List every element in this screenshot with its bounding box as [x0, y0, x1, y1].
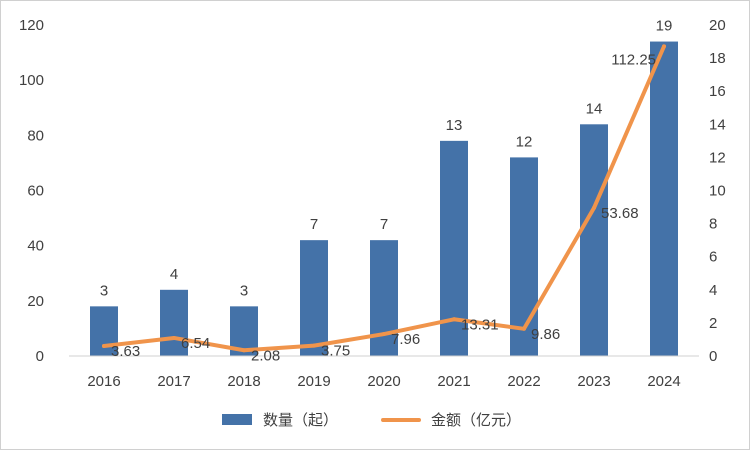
bar: [510, 157, 538, 356]
left-axis-tick-label: 60: [27, 183, 44, 200]
legend-bar-swatch: [222, 414, 252, 425]
left-axis-tick-label: 100: [19, 72, 44, 89]
right-axis-tick-label: 16: [709, 83, 726, 100]
line-data-label: 112.25: [611, 51, 656, 68]
line-data-label: 53.68: [601, 205, 639, 222]
bar-data-label: 4: [170, 266, 178, 283]
right-axis-tick-label: 12: [709, 149, 726, 166]
right-axis-tick-label: 0: [709, 348, 717, 365]
line-data-label: 3.63: [111, 343, 140, 360]
right-axis-tick-label: 14: [709, 116, 726, 133]
bar: [650, 41, 678, 357]
line-series: [102, 44, 666, 353]
left-axis-tick-label: 0: [36, 348, 44, 365]
line-data-label: 7.96: [391, 331, 420, 348]
x-axis-tick-label: 2020: [367, 373, 400, 390]
left-axis-tick-label: 40: [27, 238, 44, 255]
right-axis-tick-label: 20: [709, 17, 726, 34]
right-axis-tick-label: 18: [709, 50, 726, 67]
bar-data-label: 3: [100, 282, 108, 299]
right-axis-tick-label: 6: [709, 249, 717, 266]
x-axis-tick-label: 2017: [157, 373, 190, 390]
line-point: [452, 317, 456, 322]
x-axis-tick-label: 2019: [297, 373, 330, 390]
line-point: [312, 343, 316, 348]
x-axis-tick-label: 2018: [227, 373, 260, 390]
x-axis-tick-label: 2021: [437, 373, 470, 390]
legend-line-label: 金额（亿元）: [431, 412, 521, 429]
bar-data-label: 14: [586, 100, 603, 117]
left-axis-tick-label: 120: [19, 17, 44, 34]
bar-data-label: 13: [446, 117, 463, 134]
line-data-label: 6.54: [181, 335, 210, 352]
bar-data-label: 19: [656, 18, 673, 35]
x-axis-tick-label: 2022: [507, 373, 540, 390]
left-axis-tick-label: 80: [27, 127, 44, 144]
left-axis: 0 20 40 60 80 100 120: [19, 17, 44, 365]
line-point: [592, 205, 596, 210]
line-point: [172, 335, 176, 340]
right-axis-tick-label: 4: [709, 282, 717, 299]
legend: 数量（起） 金额（亿元）: [222, 412, 521, 429]
x-axis-tick-label: 2016: [87, 373, 120, 390]
bar-data-label: 7: [310, 216, 318, 233]
line-point: [382, 332, 386, 337]
line-data-label: 9.86: [531, 326, 560, 343]
right-axis: 0 2 4 6 8 10 12 14 16 18 20: [709, 17, 726, 365]
line-point: [662, 44, 666, 49]
bar: [300, 240, 328, 356]
left-axis-tick-label: 20: [27, 293, 44, 310]
line-data-label: 3.75: [321, 343, 350, 360]
line-point: [522, 326, 526, 331]
right-axis-tick-label: 8: [709, 216, 717, 233]
line-point: [102, 343, 106, 348]
right-axis-tick-label: 2: [709, 315, 717, 332]
bar-data-label: 3: [240, 282, 248, 299]
bar: [160, 289, 188, 356]
legend-bar-label: 数量（起）: [263, 412, 338, 429]
line-point: [242, 348, 246, 353]
data-labels: 3 4 3 7 7 13 12 14 19 3.63 6.54 2.08 3.75 7.96 13.31 9.…: [100, 18, 673, 365]
bar: [580, 124, 608, 356]
right-axis-tick-label: 10: [709, 183, 726, 200]
line-data-label: 13.31: [461, 316, 499, 333]
bar-series: [90, 41, 678, 357]
bar-data-label: 12: [516, 133, 533, 150]
line-data-label: 2.08: [251, 347, 280, 364]
bar-data-label: 7: [380, 216, 388, 233]
x-axis-tick-label: 2023: [577, 373, 610, 390]
x-axis-ticks: 2016 2017 2018 2019 2020 2021 2022 2023 2024: [87, 373, 680, 390]
x-axis-tick-label: 2024: [647, 373, 680, 390]
